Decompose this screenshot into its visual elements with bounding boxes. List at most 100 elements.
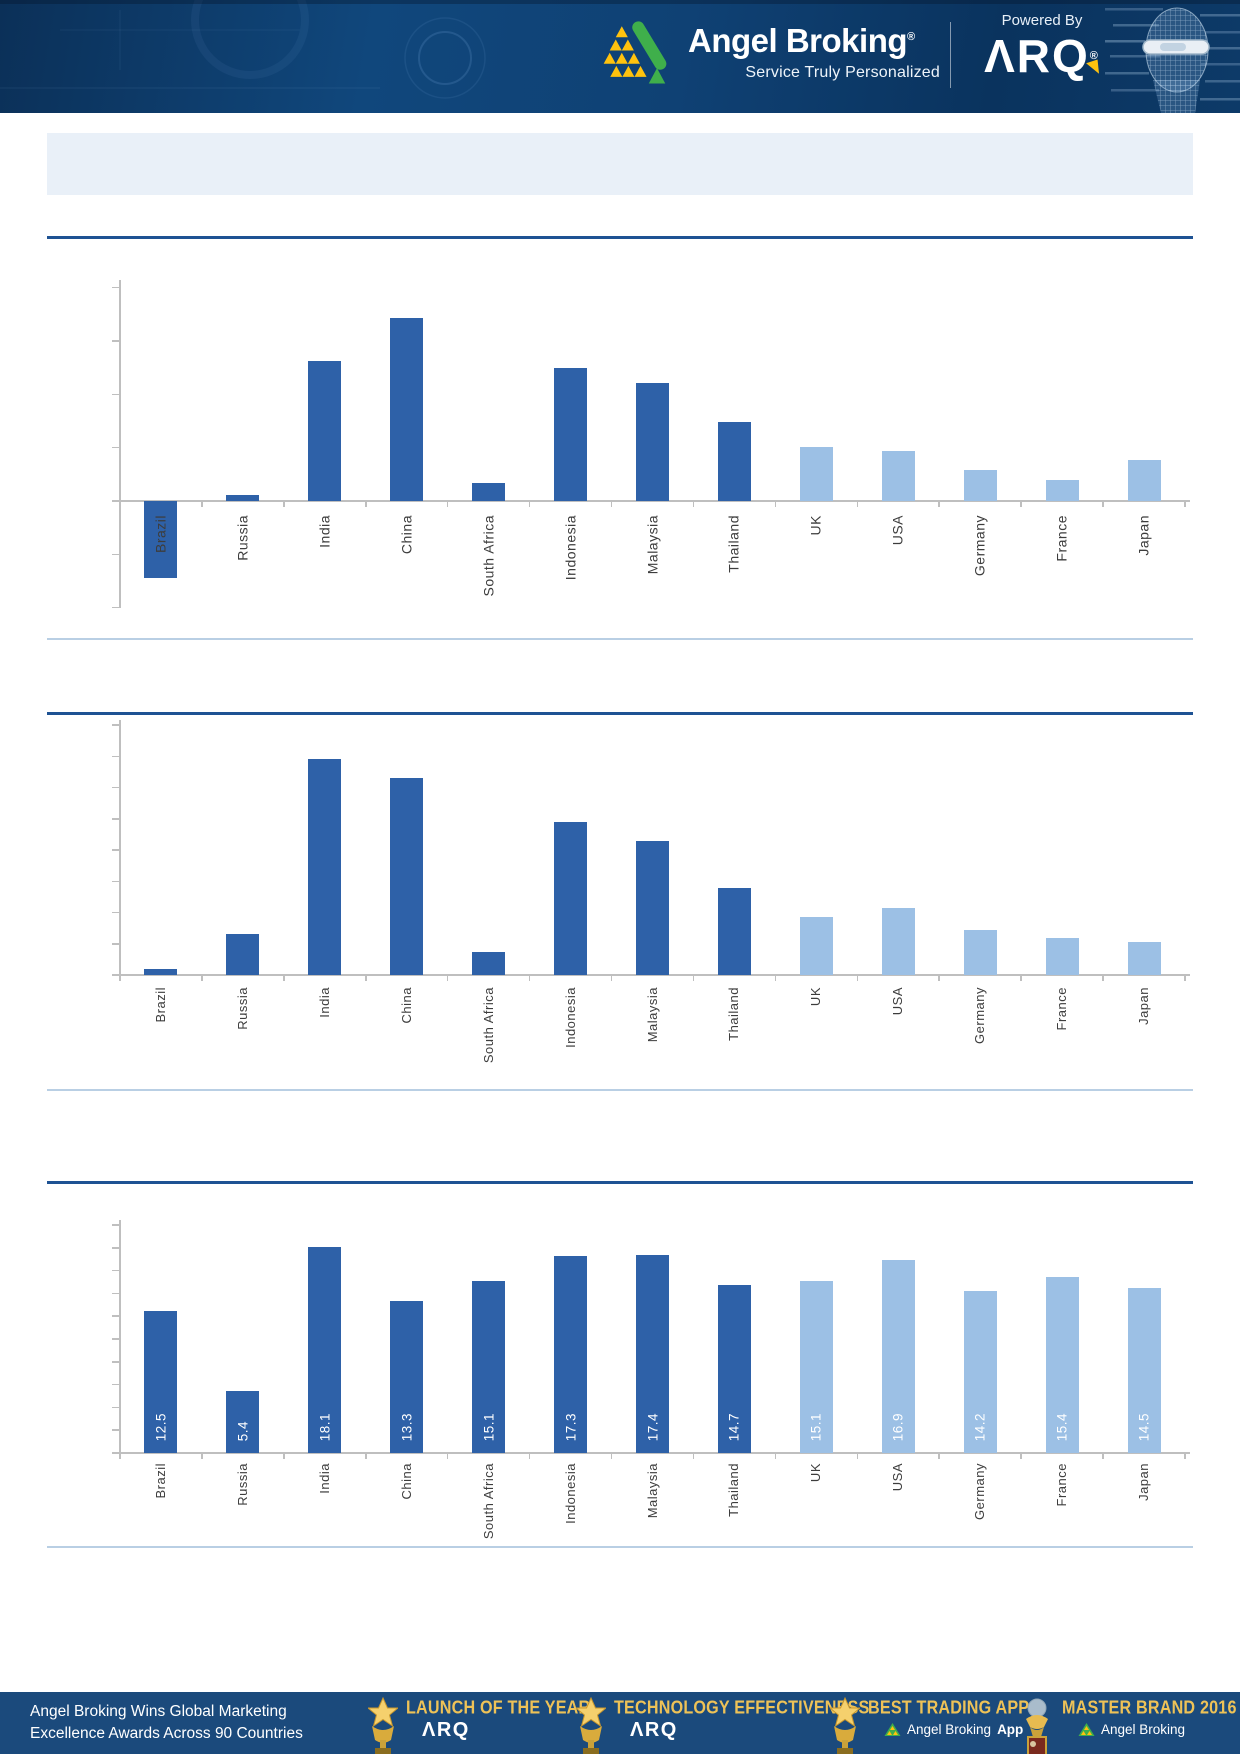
y-axis	[119, 280, 121, 608]
bar-russia	[226, 1391, 260, 1453]
x-axis-tick	[446, 501, 449, 507]
y-axis	[119, 1220, 121, 1453]
bar-value-label: 14.7	[726, 1412, 742, 1441]
y-axis-tick	[112, 1224, 119, 1226]
bar-france	[1045, 1277, 1079, 1453]
bar-malaysia	[636, 383, 669, 501]
bar-value-label: 17.4	[645, 1412, 660, 1441]
bar-india	[308, 1246, 342, 1453]
trophy-globe-icon	[1026, 1698, 1048, 1754]
footer-headline-line2: Excellence Awards Across 90 Countries	[30, 1725, 303, 1742]
bar-brazil	[144, 501, 178, 579]
brand-name: Angel Broking®	[688, 22, 940, 60]
x-axis-label: Thailand	[726, 515, 743, 573]
section-1-divider	[47, 638, 1193, 640]
x-axis-label: USA	[889, 515, 906, 546]
x-axis-tick	[774, 501, 777, 507]
bar-russia	[226, 934, 260, 975]
x-axis-tick	[283, 975, 285, 981]
footer-headline-line1: Angel Broking Wins Global Marketing	[30, 1703, 287, 1720]
bar-south-africa	[472, 951, 506, 975]
brand-registered-mark: ®	[907, 31, 915, 43]
award-subtitle: ΛRQ	[630, 1719, 678, 1741]
bar-south-africa	[472, 482, 506, 501]
x-axis-label: Thailand	[726, 1463, 742, 1517]
x-axis-label: Malaysia	[644, 987, 660, 1043]
bar-value-label: 15.4	[1054, 1412, 1070, 1441]
x-axis-tick	[119, 501, 121, 507]
x-axis-tick	[1020, 975, 1022, 981]
x-axis-label: UK	[808, 1463, 824, 1483]
x-axis-label: Brazil	[152, 515, 169, 554]
angel-mini-logo-icon	[884, 1722, 901, 1736]
brand-name-text: Angel Broking	[688, 22, 908, 59]
bar-russia	[226, 495, 260, 501]
bar-brazil	[144, 968, 178, 975]
x-axis-label: South Africa	[480, 1463, 496, 1540]
y-axis-tick	[112, 974, 119, 976]
x-axis-tick	[692, 501, 695, 507]
y-axis-tick	[112, 1406, 119, 1409]
x-axis-tick	[938, 501, 940, 507]
award-subtitle: Angel Broking	[1078, 1722, 1240, 1737]
header-divider-line	[950, 22, 951, 88]
bar-value-label: 17.3	[563, 1412, 579, 1441]
y-axis-tick	[112, 911, 119, 914]
section-3-divider	[47, 1546, 1193, 1548]
x-axis-tick	[1102, 975, 1104, 981]
wireframe-head-graphic	[1105, 7, 1240, 113]
y-axis-tick	[112, 1315, 119, 1317]
section-3-title-rule	[47, 1181, 1193, 1184]
y-axis-tick	[112, 286, 119, 289]
y-axis-tick	[112, 755, 119, 757]
y-axis-tick	[112, 1247, 119, 1249]
x-axis-label: Japan	[1136, 987, 1152, 1025]
bar-south-africa	[472, 1280, 506, 1453]
y-axis-tick	[112, 943, 119, 945]
footer-awards-band: Angel Broking Wins Global Marketing Exce…	[0, 1692, 1240, 1754]
bar-france	[1045, 937, 1079, 975]
x-axis-label: Germany	[972, 987, 988, 1044]
arq-registered-mark: ®	[1089, 50, 1100, 62]
bar-value-label: 14.5	[1136, 1412, 1152, 1441]
x-axis-tick	[446, 1453, 449, 1459]
x-axis-tick	[610, 1453, 613, 1459]
award-item: MASTER BRAND 2016 Angel Broking	[1020, 1697, 1240, 1754]
x-axis-tick	[528, 1453, 531, 1459]
award-item: TECHNOLOGY EFFECTIVENESS ΛRQ	[576, 1697, 883, 1754]
y-axis-tick	[112, 1361, 119, 1363]
x-axis-label: Indonesia	[562, 987, 578, 1048]
x-axis-label: Russia	[235, 1463, 251, 1506]
award-item: LAUNCH OF THE YEAR ΛRQ	[368, 1697, 600, 1754]
x-axis-label: China	[398, 515, 415, 555]
bar-indonesia	[554, 821, 588, 975]
bar-malaysia	[636, 1254, 669, 1453]
y-axis-tick	[112, 1452, 119, 1454]
x-axis-tick	[528, 975, 531, 981]
award-item: BEST TRADING APP Angel Broking App	[830, 1697, 1038, 1754]
y-axis-tick	[112, 1292, 119, 1295]
x-axis-tick	[1184, 975, 1186, 981]
y-axis-tick	[112, 1383, 119, 1386]
x-axis-tick	[201, 975, 203, 981]
bar-chart-valuations: Brazil 12.5 Russia 5.4 India 18.1 China 13.3 Sou…	[40, 1195, 1200, 1545]
bar-thailand	[717, 422, 751, 501]
angel-mini-logo-icon	[1078, 1722, 1095, 1736]
y-axis-tick	[112, 1338, 119, 1340]
award-title: TECHNOLOGY EFFECTIVENESS	[614, 1697, 870, 1718]
x-axis-tick	[201, 1453, 203, 1459]
bar-usa	[881, 907, 915, 975]
x-axis-tick	[856, 975, 859, 981]
x-axis-label: Japan	[1136, 1463, 1152, 1501]
x-axis-tick	[446, 975, 449, 981]
x-axis-label: Japan	[1135, 515, 1152, 556]
x-axis-tick	[774, 1453, 777, 1459]
bar-value-label: 13.3	[399, 1412, 415, 1441]
x-axis-label: Brazil	[153, 1463, 169, 1499]
x-axis-label: India	[316, 515, 333, 548]
y-axis	[119, 720, 121, 975]
y-axis-tick	[112, 849, 119, 851]
bar-value-label: 15.1	[481, 1412, 497, 1441]
bar-value-label: 15.1	[808, 1412, 824, 1441]
